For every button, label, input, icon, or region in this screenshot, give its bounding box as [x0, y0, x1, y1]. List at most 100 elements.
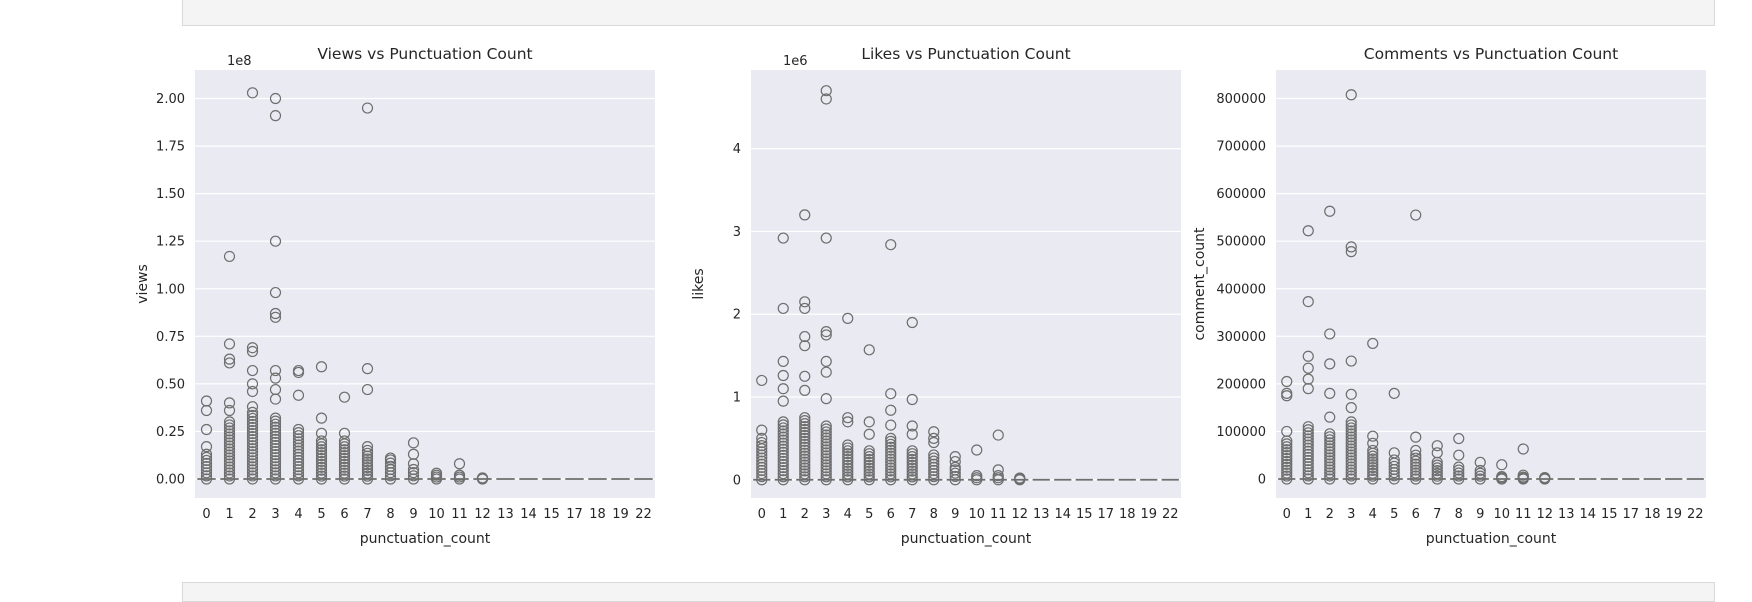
y-tick-label: 300000: [1216, 330, 1266, 345]
outlier-point: [338, 470, 351, 482]
outlier-point: [1367, 337, 1379, 350]
outlier-point: [928, 452, 940, 464]
x-tick-label: 17: [1097, 507, 1114, 522]
outlier-point: [777, 431, 789, 443]
outlier-point: [1388, 387, 1400, 399]
outlier-point: [246, 427, 259, 440]
x-tick-label: 12: [1011, 507, 1028, 522]
outlier-point: [777, 422, 789, 434]
outlier-point: [820, 444, 832, 456]
outlier-point: [842, 312, 854, 324]
outlier-point: [269, 464, 282, 476]
outlier-point: [820, 456, 832, 468]
outlier-point: [223, 428, 236, 440]
outlier-point: [1517, 443, 1529, 455]
outlier-point: [223, 434, 236, 446]
x-tick-label: 14: [1579, 507, 1596, 522]
outlier-point: [1324, 328, 1336, 340]
x-tick-label: 7: [363, 507, 371, 522]
outlier-point: [820, 329, 832, 341]
y-tick-label: 2: [733, 308, 741, 323]
outlier-point: [361, 447, 374, 459]
outlier-point: [777, 440, 789, 452]
outlier-point: [971, 444, 983, 456]
outlier-point: [246, 455, 259, 467]
outlier-point: [361, 441, 374, 453]
outlier-point: [315, 435, 328, 447]
outlier-point: [246, 440, 259, 452]
outlier-point: [820, 459, 832, 471]
outlier-point: [1410, 461, 1422, 473]
outlier-point: [777, 458, 789, 471]
outlier-point: [1345, 246, 1357, 258]
outlier-point: [863, 474, 875, 486]
outlier-point: [223, 455, 236, 467]
y-tick-label: 0: [1258, 472, 1266, 487]
outlier-point: [906, 465, 918, 477]
outlier-point: [1539, 471, 1551, 484]
outlier-point: [842, 474, 854, 486]
outlier-point: [384, 457, 397, 469]
outlier-point: [315, 444, 328, 456]
outlier-point: [223, 357, 236, 369]
outlier-point: [361, 461, 374, 474]
outlier-point: [315, 461, 328, 473]
y-tick-label: 1.25: [156, 235, 185, 250]
outlier-point: [200, 395, 213, 407]
x-tick-label: 15: [543, 507, 560, 522]
x-tick-label: 6: [887, 507, 895, 522]
outlier-point: [756, 436, 768, 449]
outlier-point: [1410, 473, 1422, 485]
outlier-point: [799, 429, 811, 442]
outlier-point: [777, 419, 789, 431]
outlier-point: [1345, 446, 1357, 458]
outlier-point: [1345, 89, 1357, 101]
x-tick-label: 0: [1283, 507, 1291, 522]
outlier-point: [315, 473, 328, 485]
outlier-point: [756, 458, 768, 470]
outlier-point: [799, 450, 811, 462]
outlier-point: [1410, 431, 1422, 443]
outlier-point: [269, 436, 282, 449]
outlier-point: [1281, 473, 1293, 485]
outlier-point: [1474, 464, 1486, 477]
outlier-point: [1324, 470, 1336, 482]
outlier-point: [1367, 467, 1379, 479]
outlier-point: [1281, 461, 1293, 473]
outlier-point: [223, 449, 236, 461]
x-tick-label: 19: [1665, 507, 1682, 522]
outlier-point: [777, 383, 789, 395]
outlier-point: [1281, 452, 1293, 465]
outlier-point: [361, 453, 374, 465]
axis-offset-label: 1e8: [227, 54, 252, 69]
outlier-point: [842, 462, 854, 474]
outlier-point: [338, 444, 351, 456]
outlier-point: [1345, 422, 1357, 434]
outlier-point: [863, 462, 875, 474]
outlier-point: [1324, 387, 1336, 399]
outlier-point: [361, 473, 374, 485]
outlier-point: [1496, 459, 1508, 471]
outlier-point: [1345, 431, 1357, 443]
outlier-point: [1324, 434, 1336, 446]
outlier-point: [1410, 444, 1422, 457]
outlier-point: [269, 421, 282, 433]
outlier-point: [269, 473, 282, 485]
outlier-point: [292, 454, 305, 467]
outlier-point: [777, 455, 789, 468]
outlier-point: [1302, 451, 1314, 464]
outlier-point: [246, 467, 259, 479]
outlier-point: [1281, 425, 1293, 438]
outlier-point: [863, 428, 875, 440]
outlier-point: [842, 456, 854, 469]
outlier-point: [1324, 458, 1336, 470]
outlier-point: [1453, 470, 1465, 482]
outlier-point: [1281, 464, 1293, 476]
x-tick-label: 7: [1433, 507, 1441, 522]
outlier-point: [361, 363, 374, 375]
outlier-point: [799, 444, 811, 456]
y-tick-label: 0: [733, 473, 741, 488]
outlier-point: [842, 442, 854, 454]
outlier-point: [1324, 446, 1336, 458]
outlier-point: [799, 441, 811, 453]
